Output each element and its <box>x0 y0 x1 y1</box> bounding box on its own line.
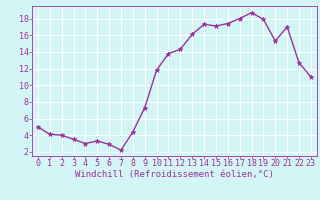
X-axis label: Windchill (Refroidissement éolien,°C): Windchill (Refroidissement éolien,°C) <box>75 170 274 179</box>
